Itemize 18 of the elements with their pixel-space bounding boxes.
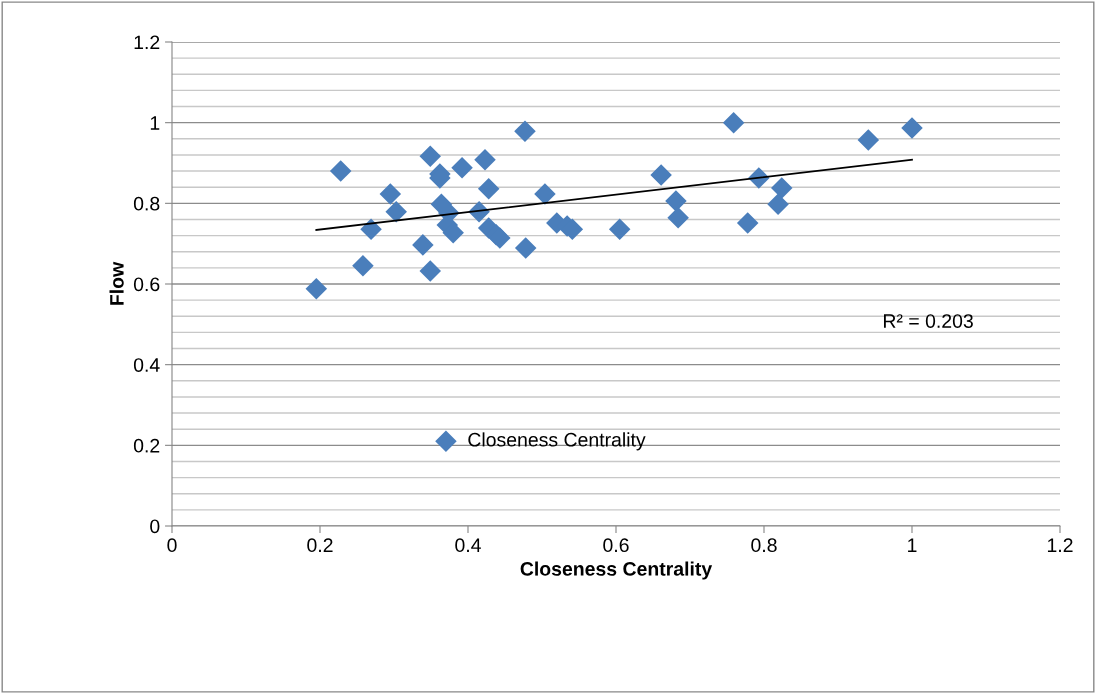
x-tick-label: 0.6 (603, 538, 629, 553)
x-tick-label: 1 (908, 538, 917, 552)
y-tick-label: 0.2 (133, 438, 160, 453)
x-axis-title: Closeness Centrality (520, 561, 713, 580)
y-tick-label: 0.4 (133, 358, 160, 372)
y-tick-label: 0 (150, 519, 160, 534)
y-tick-label: 1.2 (134, 35, 160, 50)
x-tick-label: 0.4 (455, 538, 481, 553)
x-tick-label: 0.8 (751, 538, 777, 553)
y-tick-label: 0.8 (133, 196, 160, 211)
y-tick-label: 1 (150, 116, 160, 130)
y-tick-label: 0.6 (133, 277, 160, 292)
annotation: R² = 0.203 (884, 314, 973, 328)
y-axis-title: Flow (109, 261, 124, 305)
x-tick-label: 0.2 (307, 538, 333, 553)
x-tick-label: 0 (167, 538, 177, 553)
x-tick-label: 1.2 (1047, 538, 1073, 552)
legend-label: Closeness Centrality (468, 432, 646, 451)
